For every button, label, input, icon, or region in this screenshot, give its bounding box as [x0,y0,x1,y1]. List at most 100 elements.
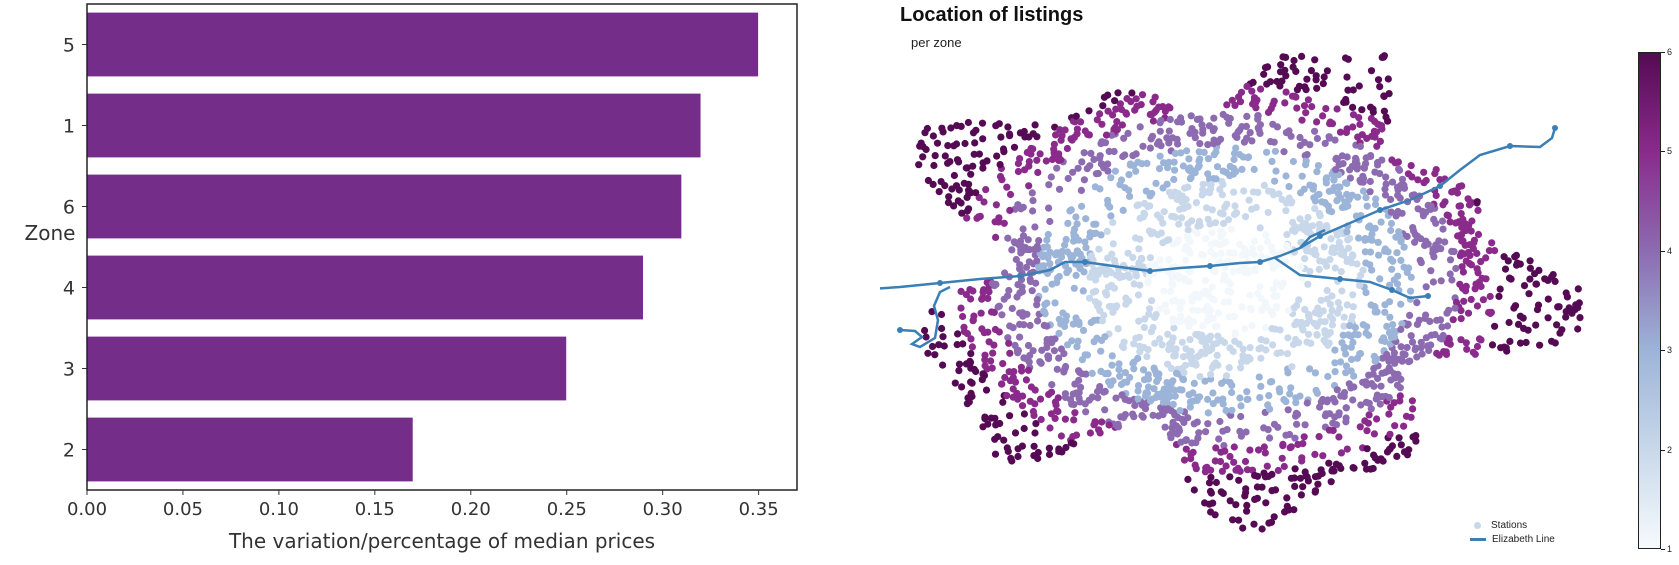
listing-point [1349,86,1357,94]
listing-point [1078,202,1086,210]
listing-point [1271,177,1279,185]
map-subtitle: per zone [911,35,962,50]
listing-point [1083,351,1092,359]
listing-point [1160,159,1168,167]
listing-point [1156,304,1164,313]
listing-point [1407,162,1415,170]
listing-point [1426,317,1434,325]
listing-point [987,414,995,422]
listing-point [958,383,966,391]
listing-point [1089,288,1097,296]
listing-point [1300,102,1309,110]
listing-point [1252,203,1260,212]
listing-point [1252,99,1260,107]
listing-point [1231,329,1239,337]
listing-point [1201,306,1209,314]
listing-point [1340,98,1348,106]
listing-point [1457,336,1465,344]
listing-point [1362,289,1370,297]
listing-point [1291,482,1299,490]
listing-point [1408,173,1416,181]
listing-point [972,126,980,134]
listing-point [1230,155,1238,164]
listing-point [1355,82,1363,90]
listing-point [1325,459,1333,467]
listing-point [1090,155,1098,164]
listing-point [1516,260,1524,268]
listing-point [1073,249,1081,257]
listing-point [1211,219,1220,227]
listing-point [1186,249,1194,257]
listing-point [1300,138,1309,146]
listing-point [1381,308,1389,316]
listing-point [1474,230,1483,239]
listing-point [1244,154,1252,162]
listing-point [1389,321,1397,329]
listing-point [1412,437,1420,445]
listing-point [1053,365,1061,373]
listing-point [1260,424,1268,432]
listing-point [1204,409,1212,417]
listing-point [1004,447,1012,455]
listing-point [1407,287,1415,295]
listing-point [983,157,991,165]
listing-point [1150,385,1158,393]
listing-point [1150,108,1158,117]
listing-point [1271,147,1279,155]
listing-point [1121,369,1129,377]
listing-point [1544,314,1552,322]
listing-point [1000,148,1008,156]
listing-point [1306,267,1314,276]
listing-point [1095,245,1103,253]
listing-point [1289,63,1297,71]
listing-point [1069,168,1077,176]
listing-point [1553,321,1561,329]
listing-point [1142,187,1150,195]
listing-point [1347,343,1355,351]
listing-point [1063,248,1072,256]
listing-point [1450,248,1458,256]
listing-point [1146,254,1154,262]
listing-point [1356,142,1364,150]
listing-point [950,202,958,210]
listing-point [1018,402,1027,410]
listing-point [1387,376,1395,384]
y-tick-label: 4 [63,278,75,300]
listing-point [1024,366,1033,374]
listing-point [1212,175,1220,183]
listing-point [1293,104,1301,112]
listing-point [967,350,975,358]
listing-point [1380,52,1388,60]
listing-point [1147,328,1155,336]
listing-point [1385,445,1393,453]
listing-point [1329,465,1337,473]
listing-point [1397,300,1405,308]
listing-point [1144,371,1152,379]
listing-point [1093,267,1101,275]
listing-point [1328,306,1336,314]
listing-point [1473,302,1481,310]
listing-point [1019,392,1027,400]
x-tick-label: 0.25 [547,499,587,520]
listing-point [1173,430,1181,438]
listing-point [1347,367,1355,375]
listing-point [1331,346,1339,354]
listing-point [954,330,962,338]
listing-point [1488,239,1496,247]
listing-point [1139,142,1147,150]
elizabeth-line-station [1437,183,1443,189]
listing-point [1211,511,1219,519]
listing-point [1223,426,1231,434]
listing-point [1228,388,1236,397]
listing-point [1052,401,1060,409]
listing-point [1164,330,1172,338]
listing-point [1236,394,1244,402]
listing-point [1016,155,1024,163]
listing-point [1009,385,1017,393]
listing-point [1277,61,1285,69]
listing-point [1134,291,1143,299]
listing-point [1034,245,1042,253]
listing-point [1406,311,1414,319]
listing-point [1278,195,1286,204]
listing-point [1070,416,1078,424]
